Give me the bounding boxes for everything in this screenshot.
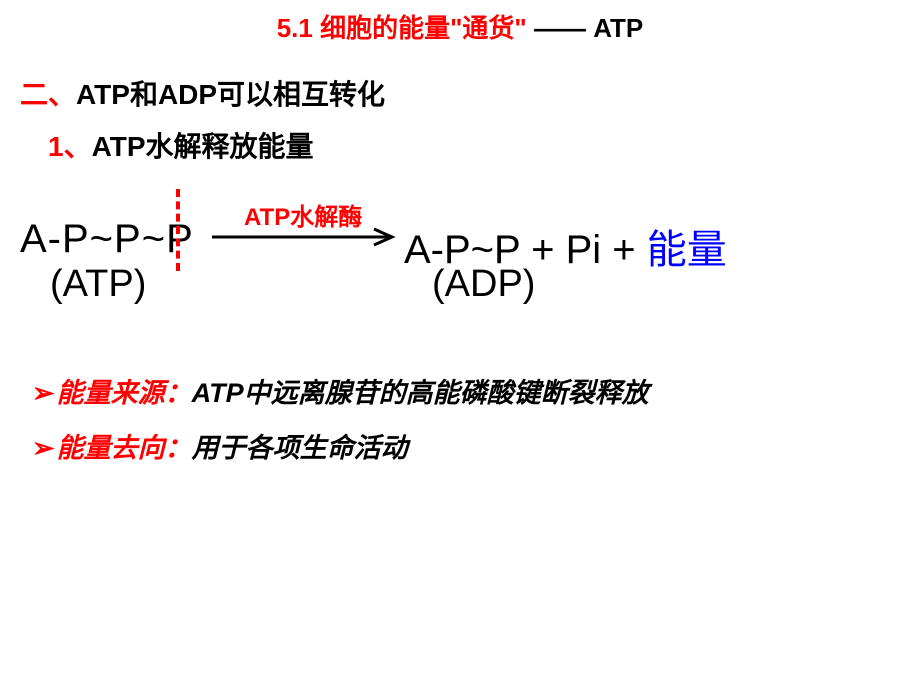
section-text: ATP和ADP可以相互转化 <box>76 79 385 110</box>
reaction-equation: A-P~P~P (ATP) ATP水解酶 A-P~P + Pi + 能量 (AD… <box>20 201 920 321</box>
bullet-label: 能量去向： <box>57 433 192 463</box>
bullet-icon: ➢ <box>32 378 55 408</box>
bullet-item: ➢能量去向：用于各项生命活动 <box>32 426 920 465</box>
section-heading: 二、ATP和ADP可以相互转化 <box>20 73 920 113</box>
bullet-icon: ➢ <box>32 433 55 463</box>
bullet-item: ➢能量来源：ATP中远离腺苷的高能磷酸键断裂释放 <box>32 371 920 410</box>
slide-title: 5.1 细胞的能量"通货" —— ATP <box>0 0 920 45</box>
bond-break-indicator <box>176 189 180 271</box>
bullet-list: ➢能量来源：ATP中远离腺苷的高能磷酸键断裂释放 ➢能量去向：用于各项生命活动 <box>32 371 920 465</box>
section-number: 二、 <box>20 79 76 110</box>
subsection-number: 1、 <box>48 131 92 162</box>
energy-label: 能量 <box>647 228 727 272</box>
subsection-text: ATP水解释放能量 <box>92 131 314 162</box>
reactant-formula: A-P~P~P <box>20 217 194 262</box>
reactant-name: (ATP) <box>50 263 146 306</box>
bullet-text: ATP中远离腺苷的高能磷酸键断裂释放 <box>192 378 649 408</box>
title-dash: —— <box>534 13 586 43</box>
reaction-arrow-icon <box>212 227 398 247</box>
bullet-label: 能量来源： <box>57 378 192 408</box>
product-name: (ADP) <box>432 263 535 306</box>
subsection-heading: 1、ATP水解释放能量 <box>48 125 920 165</box>
title-prefix: 5.1 细胞的能量"通货" <box>277 13 527 43</box>
bullet-text: 用于各项生命活动 <box>192 433 408 463</box>
title-suffix: ATP <box>593 13 643 43</box>
